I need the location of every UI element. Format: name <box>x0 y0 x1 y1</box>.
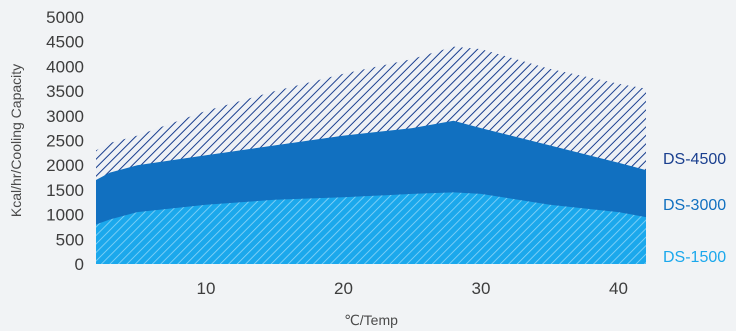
y-tick-label: 4000 <box>46 57 84 76</box>
y-tick-label: 2000 <box>46 156 84 175</box>
area-layer <box>96 46 646 264</box>
y-tick-label: 4500 <box>46 33 84 52</box>
y-tick-label: 3500 <box>46 82 84 101</box>
y-tick-label: 2500 <box>46 132 84 151</box>
y-tick-label: 1000 <box>46 206 84 225</box>
x-tick-label: 20 <box>334 279 353 298</box>
legend-label: DS-3000 <box>663 197 726 214</box>
legend: DS-4500 DS-3000 DS-1500 <box>663 151 726 266</box>
y-tick-label: 3000 <box>46 107 84 126</box>
y-tick-label: 0 <box>75 255 84 274</box>
legend-label: DS-1500 <box>663 249 726 266</box>
x-tick-label: 40 <box>609 279 628 298</box>
x-tick-label: 10 <box>197 279 216 298</box>
y-tick-label: 500 <box>56 230 84 249</box>
y-axis-ticks: 0 500 1000 1500 2000 2500 3000 3500 4000 4500 5000 <box>46 8 84 274</box>
y-tick-label: 5000 <box>46 8 84 27</box>
x-axis-label: ℃/Temp <box>344 312 398 328</box>
y-axis-label: Kcal/hr/Cooling Capacity <box>8 64 24 217</box>
legend-label: DS-4500 <box>663 151 726 168</box>
x-axis-ticks: 10 20 30 40 <box>197 279 628 298</box>
x-tick-label: 30 <box>472 279 491 298</box>
y-tick-label: 1500 <box>46 181 84 200</box>
area-ds-1500 <box>96 192 646 264</box>
